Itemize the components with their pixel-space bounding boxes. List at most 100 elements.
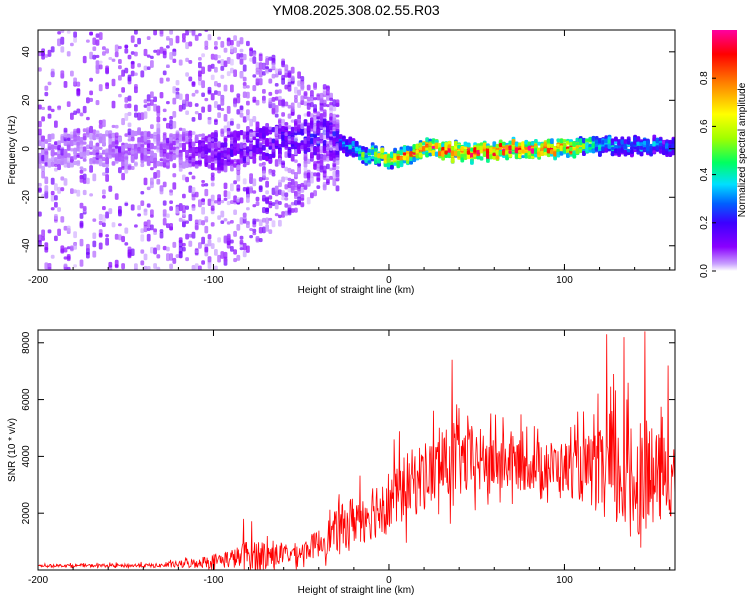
spectrogram-cell [518, 149, 522, 153]
spectrogram-cell [319, 99, 324, 103]
spectrogram-cell [556, 151, 561, 158]
spectrogram-cell [252, 190, 257, 194]
spectrogram-cell [566, 140, 570, 144]
spectrogram-cell [166, 100, 170, 105]
spectrogram-cell [345, 151, 349, 157]
spectrogram-cell [102, 222, 106, 227]
spectrogram-cell [319, 153, 324, 159]
spectrogram-cell [191, 141, 196, 147]
spectrogram-cell [54, 163, 58, 167]
spectrogram-cell [166, 152, 170, 159]
spectrogram-cell [399, 160, 404, 164]
spectrogram-cell [278, 219, 282, 227]
spectrogram-cell [591, 135, 596, 142]
spectrogram-cell [185, 57, 189, 63]
spectrogram-cell [201, 179, 205, 184]
spectrogram-cell [146, 54, 151, 58]
spectrogram-cell [201, 151, 205, 158]
spectrogram-cell [294, 159, 298, 163]
spectrogram-x-tick-label: -100 [203, 275, 223, 286]
spectrogram-cell [534, 139, 538, 143]
spectrogram-cell [166, 36, 170, 41]
spectrogram-cell [230, 67, 234, 74]
spectrogram-cell [217, 54, 221, 59]
spectrogram-cell [316, 111, 321, 118]
spectrogram-cell [198, 112, 202, 121]
spectrogram-cell [482, 151, 487, 158]
spectrogram-cell [284, 101, 289, 107]
spectrogram-cell [143, 111, 148, 119]
spectrogram-cell [66, 225, 71, 232]
spectrogram-cell [102, 156, 106, 162]
spectrogram-cell [47, 229, 52, 234]
spectrogram-cell [274, 73, 279, 78]
spectrogram-cell [406, 156, 410, 161]
spectrogram-cell [159, 231, 164, 239]
spectrogram-cell [63, 80, 68, 88]
spectrogram-cell [319, 159, 324, 167]
spectrogram-cell [297, 89, 301, 96]
spectrogram-cell [194, 103, 199, 107]
spectrogram-cell [44, 185, 49, 193]
spectrogram-cell [198, 56, 202, 61]
spectrogram-cell [470, 152, 474, 158]
spectrogram-cell [159, 91, 164, 99]
spectrogram-cell [201, 198, 205, 202]
spectrogram-cell [41, 141, 45, 150]
spectrogram-cell [82, 167, 87, 172]
spectrogram-cell [217, 82, 221, 88]
spectrogram-cell [118, 146, 122, 153]
spectrogram-cell [409, 160, 413, 165]
spectrogram-cell [310, 151, 314, 159]
spectrogram-cell [479, 145, 484, 151]
spectrogram-cell [550, 143, 554, 149]
spectrogram-cell [550, 149, 554, 155]
spectrogram-cell [146, 186, 151, 191]
spectrogram-cell [191, 116, 196, 122]
spectrogram-cell [217, 141, 221, 148]
spectrogram-cell [246, 100, 250, 106]
spectrogram-cell [223, 47, 228, 53]
spectrogram-cell [118, 234, 122, 241]
spectrogram-cell [185, 30, 189, 36]
spectrogram-cell [364, 147, 369, 153]
spectrogram-cell [582, 150, 586, 157]
spectrogram-cell [210, 138, 215, 142]
spectrogram-cell [188, 141, 193, 148]
spectrogram-cell [76, 162, 81, 167]
spectrogram-cell [194, 219, 199, 225]
spectrogram-cell [233, 195, 237, 203]
spectrogram-cell [610, 146, 615, 150]
spectrogram-cell [114, 132, 119, 138]
spectrogram-cell [242, 76, 247, 82]
spectrogram-cell [54, 195, 58, 201]
spectrogram-cell [662, 140, 666, 144]
spectrogram-cell [604, 138, 609, 144]
spectrogram-cell [57, 38, 61, 47]
spectrogram-cell [578, 141, 583, 146]
spectrogram-cell [249, 133, 253, 141]
spectrogram-cell [210, 63, 215, 69]
spectrogram-cell [175, 254, 180, 258]
spectrogram-cell [655, 145, 660, 151]
spectrogram-cell [441, 143, 445, 148]
spectrogram-cell [652, 141, 657, 147]
spectrogram-cell [281, 78, 285, 85]
spectrogram-cell [111, 141, 116, 148]
spectrogram-cell [169, 200, 173, 205]
spectrogram-cell [162, 70, 167, 76]
spectrogram-cell [188, 101, 193, 108]
spectrogram-cell [255, 67, 260, 72]
spectrogram-cell [303, 184, 308, 190]
spectrogram-cell [185, 150, 189, 156]
spectrogram-cell [290, 75, 295, 82]
spectrogram-cell [294, 136, 298, 142]
spectrogram-cell [287, 104, 292, 109]
spectrogram-cell [63, 149, 68, 157]
spectrogram-cell [290, 119, 295, 123]
spectrogram-cell [98, 220, 103, 226]
spectrogram-cell [111, 78, 116, 87]
spectrogram-cell [50, 190, 55, 196]
spectrogram-cell [121, 166, 125, 170]
